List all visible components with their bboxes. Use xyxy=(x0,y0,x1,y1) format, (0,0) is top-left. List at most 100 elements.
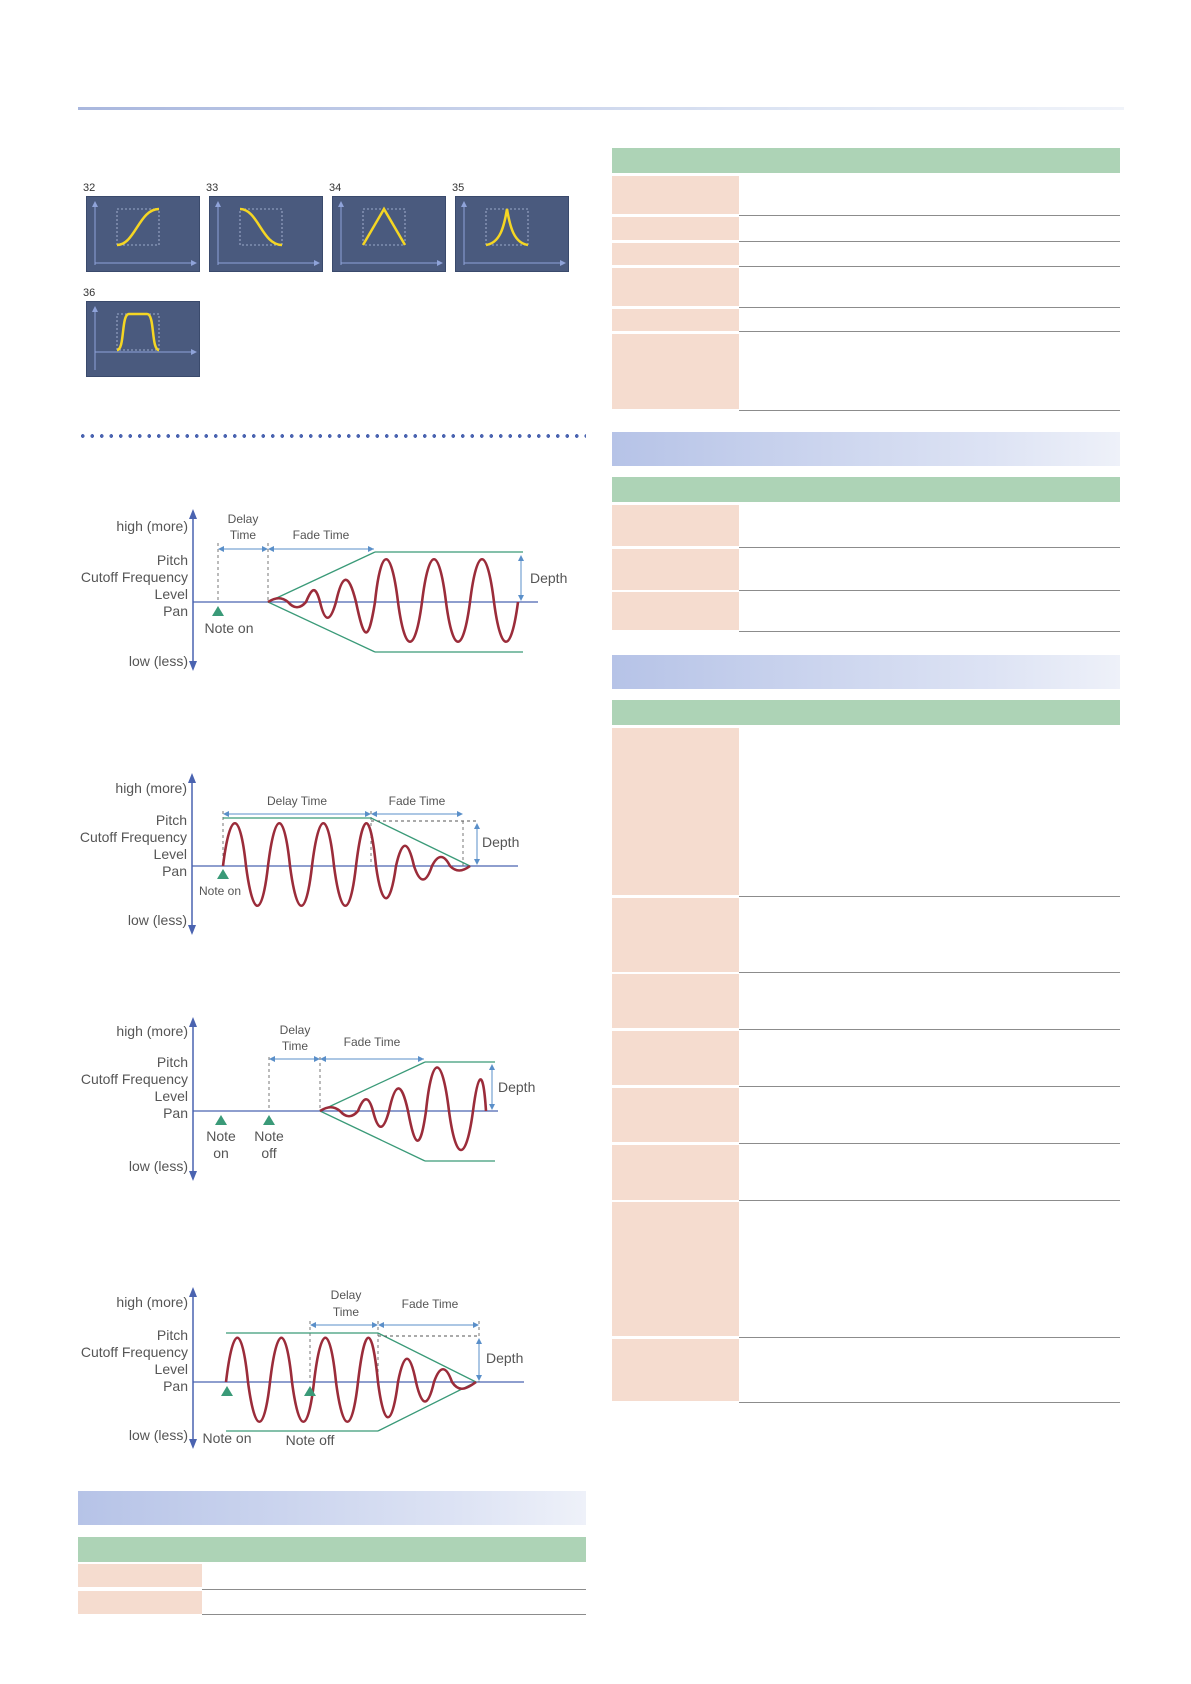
param-cutoff: Cutoff Frequency xyxy=(81,569,188,585)
table-label-cell xyxy=(612,176,739,214)
table-row-divider xyxy=(202,1589,586,1590)
note-on-label-b: on xyxy=(213,1145,229,1161)
param-cutoff: Cutoff Frequency xyxy=(80,829,187,845)
delay-time-label: Delay Time xyxy=(267,794,327,808)
table-label-cell xyxy=(612,334,739,409)
curve-thumbnail-35 xyxy=(455,196,569,272)
high-label: high (more) xyxy=(116,518,188,534)
table-label-cell xyxy=(612,974,739,1028)
note-on-label: Note on xyxy=(199,884,241,898)
param-pitch: Pitch xyxy=(156,812,187,828)
depth-label: Depth xyxy=(498,1079,535,1095)
table-row-divider xyxy=(739,410,1120,411)
table-label-cell xyxy=(612,1145,739,1200)
table-header-bar xyxy=(612,477,1120,502)
depth-label: Depth xyxy=(486,1350,523,1366)
thumb-number-34: 34 xyxy=(329,182,342,194)
table-row-divider xyxy=(739,1029,1120,1030)
section-header-bar xyxy=(78,1491,586,1525)
table-label-cell xyxy=(612,898,739,972)
delay-label-b: Time xyxy=(333,1305,360,1319)
low-label: low (less) xyxy=(129,1158,188,1174)
table-row-divider xyxy=(739,972,1120,973)
top-rule xyxy=(78,107,1124,110)
fade-time-label: Fade Time xyxy=(389,794,446,808)
table-label-cell xyxy=(612,728,739,895)
curve-thumbnail-33 xyxy=(209,196,323,272)
lfo-diagram-3: high (more) Pitch Cutoff Frequency Level… xyxy=(78,1013,598,1183)
table-row-divider xyxy=(739,307,1120,308)
table-row-divider xyxy=(739,1402,1120,1403)
table-header-bar xyxy=(612,700,1120,725)
param-level: Level xyxy=(155,1361,188,1377)
note-off-label-a: Note xyxy=(254,1128,284,1144)
table-row-divider xyxy=(739,896,1120,897)
param-pan: Pan xyxy=(163,603,188,619)
lfo-diagram-1: high (more) Pitch Cutoff Frequency Level… xyxy=(78,505,598,675)
param-pan: Pan xyxy=(162,863,187,879)
table-row-divider xyxy=(739,215,1120,216)
table-header-bar xyxy=(612,148,1120,173)
table-label-cell xyxy=(612,243,739,265)
note-on-label: Note on xyxy=(204,620,253,636)
note-on-label: Note on xyxy=(202,1430,251,1446)
table-label-cell xyxy=(78,1564,202,1587)
depth-label: Depth xyxy=(530,570,567,586)
table-row-divider xyxy=(739,547,1120,548)
low-label: low (less) xyxy=(129,1427,188,1443)
table-label-cell xyxy=(612,1088,739,1142)
delay-label-a: Delay xyxy=(331,1288,362,1302)
curve-thumbnail-32 xyxy=(86,196,200,272)
thumb-number-32: 32 xyxy=(83,182,96,194)
table-row-divider xyxy=(739,1086,1120,1087)
table-label-cell xyxy=(612,592,739,630)
curve-thumbnail-36 xyxy=(86,301,200,377)
param-level: Level xyxy=(154,846,187,862)
table-label-cell xyxy=(612,505,739,546)
high-label: high (more) xyxy=(115,780,187,796)
table-label-cell xyxy=(612,549,739,590)
table-row-divider xyxy=(202,1614,586,1615)
curve-thumbnail-34 xyxy=(332,196,446,272)
table-row-divider xyxy=(739,631,1120,632)
table-label-cell xyxy=(78,1591,202,1614)
table-label-cell xyxy=(612,217,739,240)
thumb-number-33: 33 xyxy=(206,182,219,194)
low-label: low (less) xyxy=(129,653,188,669)
table-label-cell xyxy=(612,1339,739,1401)
section-header-bar xyxy=(612,432,1120,466)
section-header-bar xyxy=(612,655,1120,689)
param-level: Level xyxy=(155,586,188,602)
param-pitch: Pitch xyxy=(157,1054,188,1070)
table-label-cell xyxy=(612,268,739,306)
delay-label-a: Delay xyxy=(228,512,259,526)
delay-label-b: Time xyxy=(282,1039,309,1053)
table-label-cell xyxy=(612,309,739,331)
delay-label-b: Time xyxy=(230,528,257,542)
table-row-divider xyxy=(739,266,1120,267)
table-row-divider xyxy=(739,1337,1120,1338)
param-pan: Pan xyxy=(163,1378,188,1394)
note-off-label: Note off xyxy=(286,1432,335,1448)
note-on-label-a: Note xyxy=(206,1128,236,1144)
high-label: high (more) xyxy=(116,1023,188,1039)
param-pitch: Pitch xyxy=(157,1327,188,1343)
table-label-cell xyxy=(612,1031,739,1085)
table-row-divider xyxy=(739,1200,1120,1201)
delay-label-a: Delay xyxy=(280,1023,311,1037)
param-level: Level xyxy=(155,1088,188,1104)
thumb-number-36: 36 xyxy=(83,287,96,299)
param-pan: Pan xyxy=(163,1105,188,1121)
fade-time-label: Fade Time xyxy=(344,1035,401,1049)
table-row-divider xyxy=(739,331,1120,332)
fade-time-label: Fade Time xyxy=(293,528,350,542)
table-label-cell xyxy=(612,1202,739,1336)
table-row-divider xyxy=(739,241,1120,242)
param-cutoff: Cutoff Frequency xyxy=(81,1071,188,1087)
param-cutoff: Cutoff Frequency xyxy=(81,1344,188,1360)
thumb-number-35: 35 xyxy=(452,182,465,194)
low-label: low (less) xyxy=(128,912,187,928)
lfo-diagram-4: high (more) Pitch Cutoff Frequency Level… xyxy=(78,1283,598,1453)
param-pitch: Pitch xyxy=(157,552,188,568)
lfo-diagram-2: high (more) Pitch Cutoff Frequency Level… xyxy=(78,769,598,939)
